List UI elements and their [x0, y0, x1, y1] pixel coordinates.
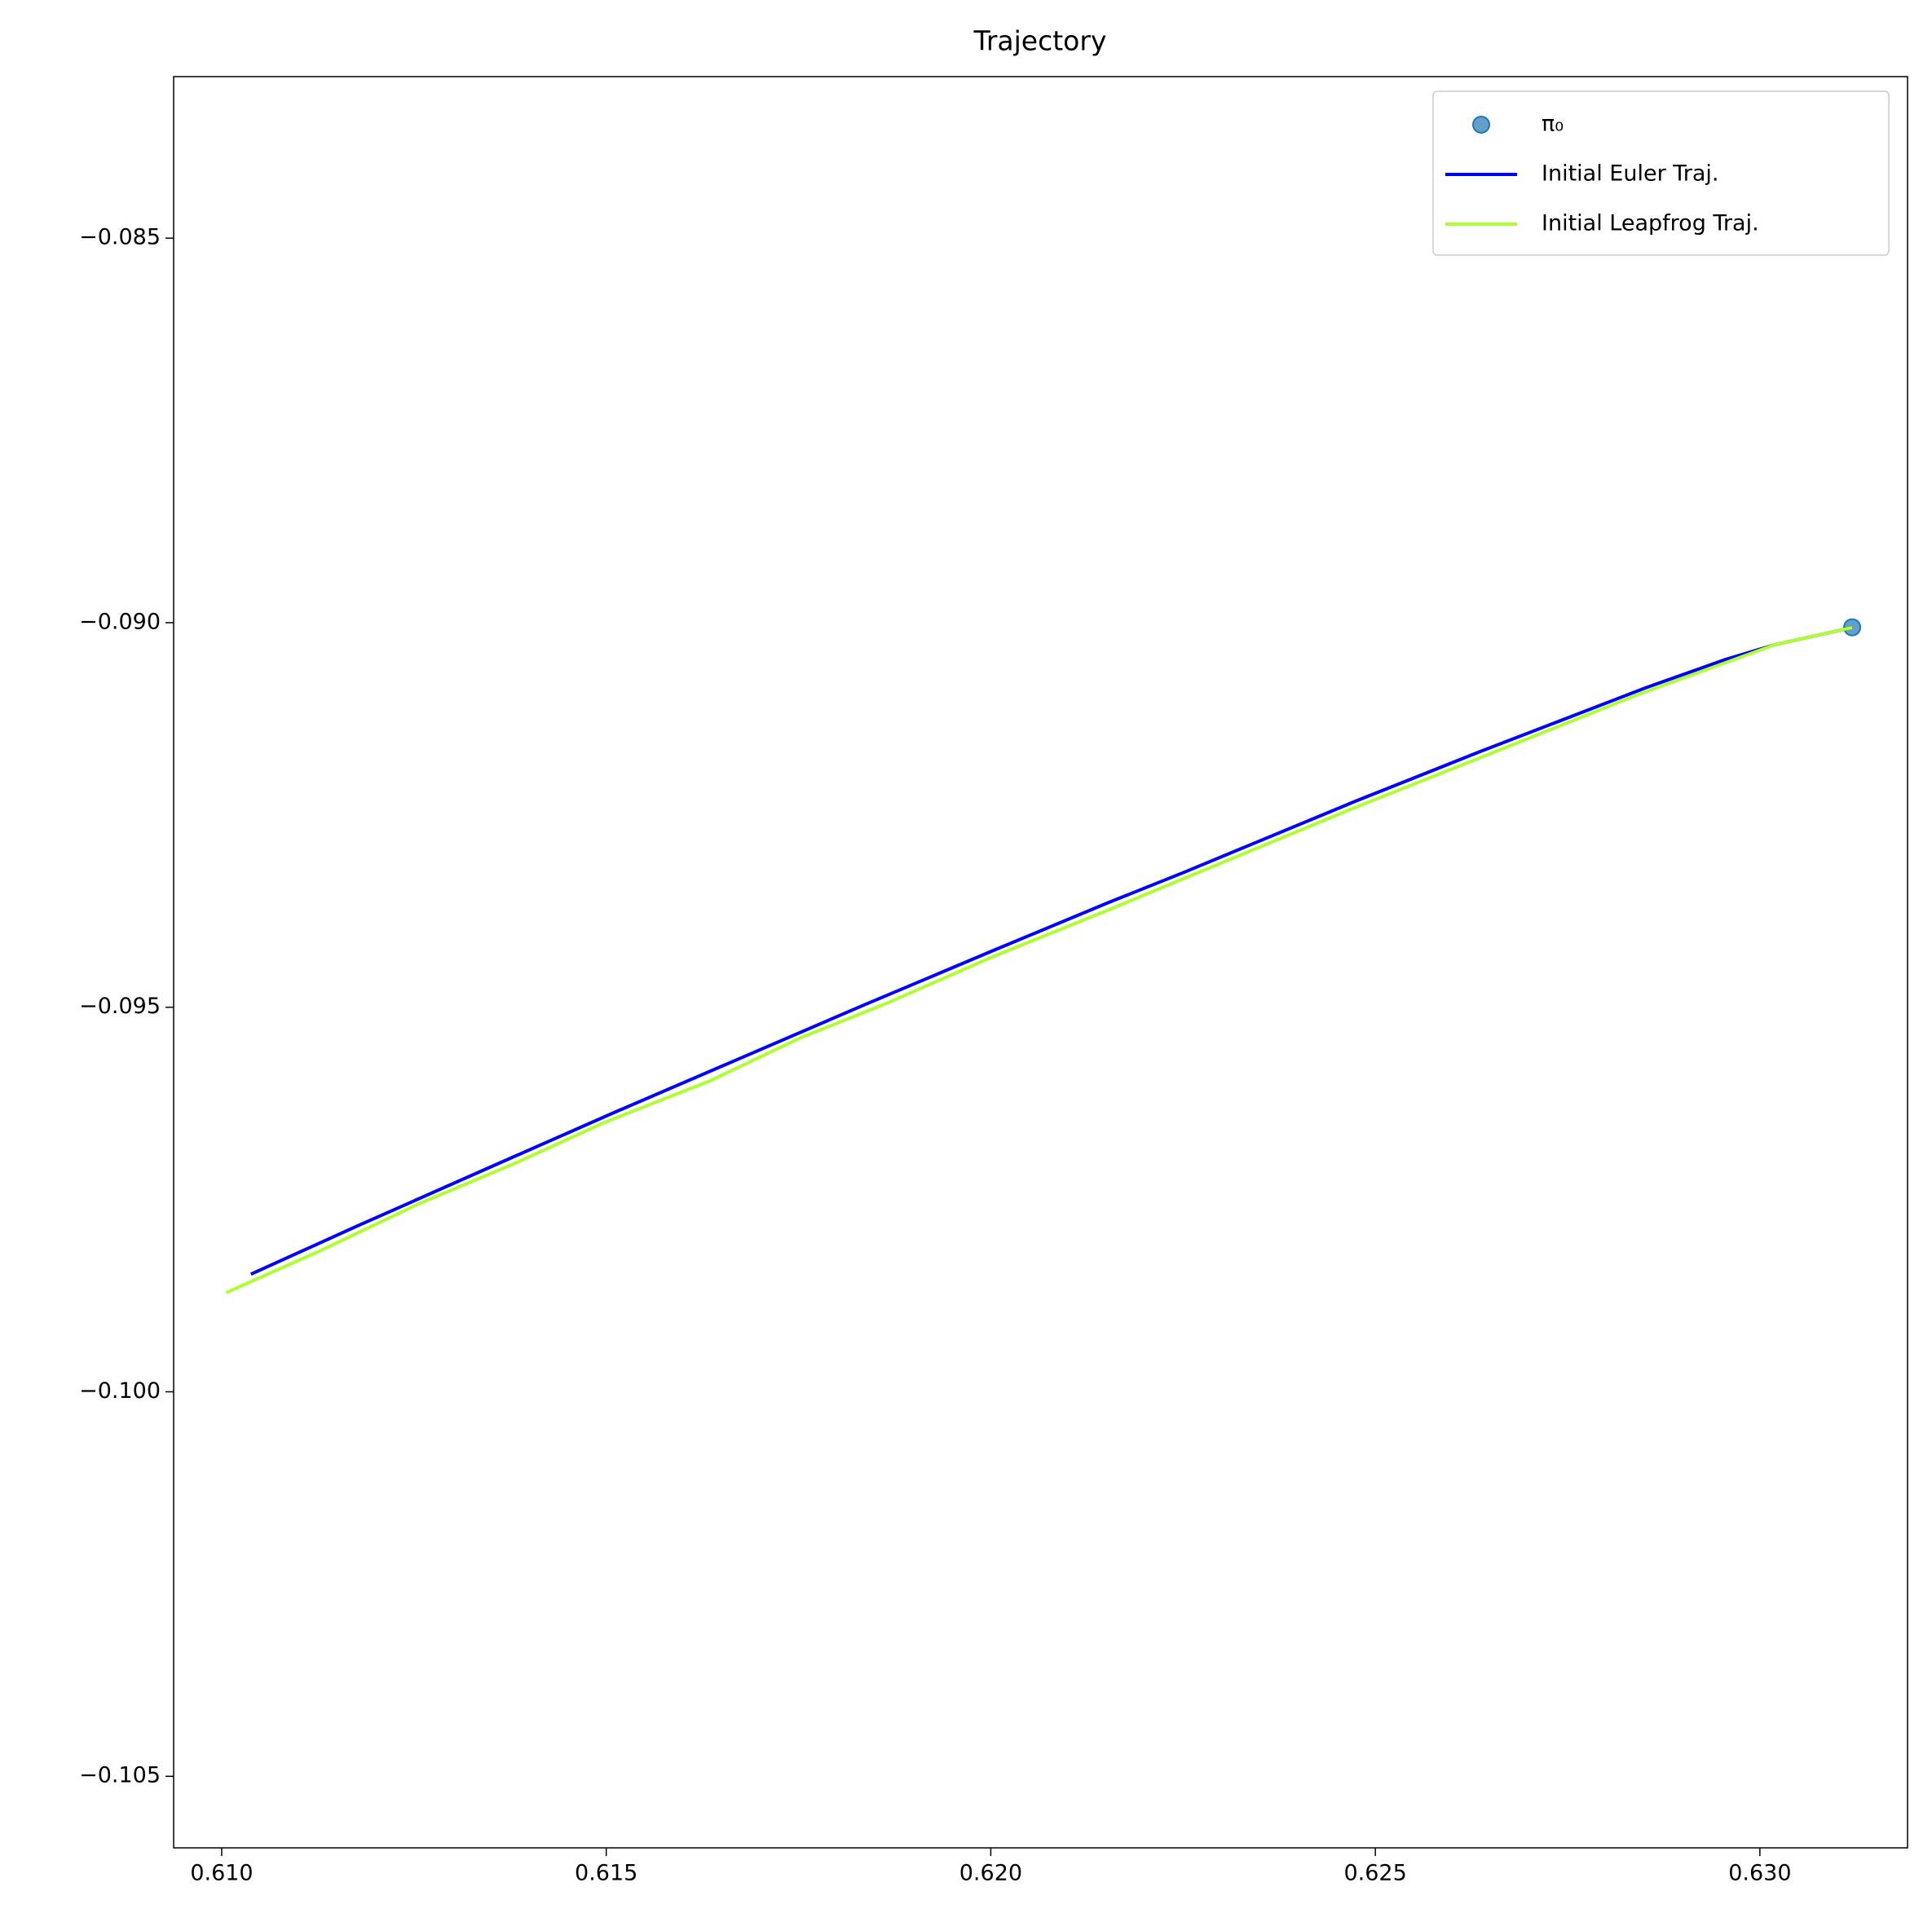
- chart-title: Trajectory: [973, 25, 1107, 57]
- legend-label: Initial Leapfrog Traj.: [1542, 211, 1759, 236]
- x-tick-label: 0.615: [575, 1861, 637, 1886]
- y-tick-label: −0.085: [79, 225, 161, 250]
- plot-frame: [173, 76, 1908, 1849]
- legend-box: [1432, 90, 1890, 256]
- y-tick-label: −0.090: [79, 609, 161, 634]
- x-tick-label: 0.625: [1343, 1861, 1406, 1886]
- legend-label: π₀: [1542, 112, 1564, 137]
- series-line: [225, 626, 1853, 1294]
- y-tick-label: −0.095: [79, 994, 161, 1019]
- data-point: [1843, 618, 1862, 637]
- legend-marker: [1472, 116, 1490, 134]
- x-tick-label: 0.610: [190, 1861, 253, 1886]
- y-tick-label: −0.100: [79, 1378, 161, 1404]
- y-tick-label: −0.105: [79, 1763, 161, 1788]
- series-line: [249, 626, 1853, 1276]
- x-tick-label: 0.620: [959, 1861, 1022, 1886]
- legend-label: Initial Euler Traj.: [1542, 161, 1719, 187]
- x-tick-label: 0.630: [1728, 1861, 1791, 1886]
- legend: π₀ Initial Euler Traj. Initial Leapfrog Tr…: [1432, 90, 1890, 256]
